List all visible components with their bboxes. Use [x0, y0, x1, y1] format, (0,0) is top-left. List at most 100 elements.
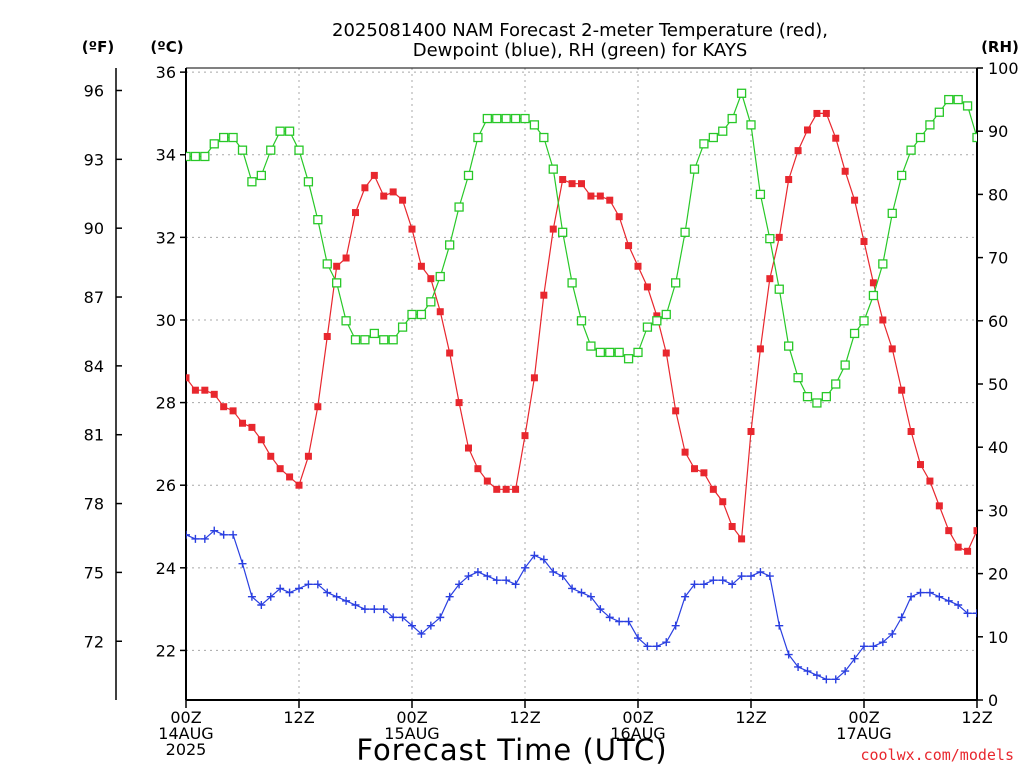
c-axis-tick-label: 26 [156, 476, 176, 495]
dewpoint-point [690, 580, 699, 589]
rh-point [680, 227, 690, 237]
dewpoint-point [229, 530, 238, 539]
rh-point [821, 391, 831, 402]
dewpoint-point [332, 592, 341, 601]
temperature-point [879, 316, 887, 324]
rh-point [369, 328, 379, 339]
dewpoint-point [568, 584, 577, 593]
temperature-point [643, 283, 651, 291]
temperature-point [634, 262, 642, 270]
dewpoint-point [417, 629, 426, 638]
x-axis-tick-label: 12Z [961, 708, 992, 727]
dewpoint-point [841, 667, 850, 676]
temperature-point [314, 403, 322, 411]
temperature-point [474, 465, 482, 473]
rh-point [200, 151, 210, 162]
rh-point [784, 341, 794, 351]
temperature-point [662, 349, 670, 357]
temperature-point [436, 308, 444, 316]
temperature-point [389, 188, 397, 196]
rh-point [576, 316, 587, 326]
temperature-point [945, 527, 953, 535]
rh-axis-tick-label: 80 [988, 185, 1008, 204]
f-axis-tick-label: 96 [84, 81, 104, 100]
temperature-point [596, 192, 604, 200]
c-axis-tick-label: 32 [156, 228, 176, 247]
dewpoint-point [238, 559, 247, 568]
temperature-point [267, 452, 275, 460]
c-axis-tick-label: 22 [156, 641, 176, 660]
rh-axis-tick-label: 60 [988, 312, 1008, 331]
rh-point [256, 170, 266, 181]
temperature-point [229, 407, 237, 415]
dewpoint-point [652, 642, 661, 651]
c-axis-tick-label: 36 [156, 63, 176, 82]
x-axis-tick-label: 2025 [166, 740, 207, 759]
temperature-point [380, 192, 388, 200]
dewpoint-point [747, 572, 755, 581]
dewpoint-point [681, 592, 690, 601]
temperature-point [549, 225, 557, 233]
rh-point [313, 215, 323, 225]
x-axis-tick-label: 16AUG [610, 724, 665, 743]
rh-point [906, 145, 916, 155]
dewpoint-point [671, 621, 680, 630]
f-axis-tick-label: 93 [84, 150, 104, 169]
dewpoint-point [634, 634, 642, 643]
dewpoint-point [935, 592, 944, 601]
temperature-point [361, 184, 369, 192]
dewpoint-point [389, 613, 398, 622]
x-axis-tick-label: 15AUG [384, 724, 439, 743]
temperature-point [917, 461, 924, 469]
rh-point [388, 335, 398, 345]
dewpoint-point [492, 576, 501, 585]
temperature-point [465, 444, 472, 452]
rh-unit-label: (RH) [981, 38, 1019, 56]
x-axis-tick-label: 00Z [848, 708, 879, 727]
rh-axis-tick-label: 0 [988, 691, 998, 710]
temperature-point [681, 448, 689, 456]
temperature-point [304, 452, 312, 460]
dewpoint-point [586, 592, 595, 601]
dewpoint-point [718, 576, 727, 585]
rh-point [887, 208, 897, 219]
rh-line [186, 91, 977, 404]
rh-point [746, 120, 756, 130]
dewpoint-point [464, 572, 473, 581]
dewpoint-point [775, 621, 784, 630]
rh-point [520, 113, 530, 124]
celsius-unit-label: (ºC) [150, 38, 183, 56]
rh-point [915, 132, 926, 143]
dewpoint-point [662, 638, 671, 647]
temperature-point [672, 407, 680, 415]
dewpoint-point [276, 584, 285, 593]
dewpoint-point [973, 609, 977, 618]
temperature-point [493, 485, 501, 493]
temperature-point [201, 386, 209, 394]
temperature-point [186, 374, 190, 382]
rh-point [878, 259, 888, 269]
temperature-point [286, 473, 294, 481]
rh-point [934, 107, 944, 117]
rh-point [492, 113, 502, 124]
rh-point [435, 271, 445, 282]
rh-point [793, 373, 803, 383]
rh-point [332, 278, 342, 288]
rh-point [397, 322, 408, 332]
rh-point [379, 335, 389, 345]
temperature-point [276, 465, 284, 473]
dewpoint-point [360, 605, 369, 614]
x-axis-tick-label: 00Z [396, 708, 427, 727]
temperature-point [822, 109, 830, 117]
rh-point [247, 177, 257, 187]
rh-point [360, 335, 370, 345]
dewpoint-point [266, 592, 275, 601]
temperature-point [926, 477, 934, 485]
temperature-point [248, 423, 256, 431]
series-layer [186, 88, 977, 684]
rh-point [416, 309, 427, 320]
temperature-point [521, 432, 529, 440]
rh-point [266, 145, 276, 155]
rh-point [633, 347, 643, 358]
